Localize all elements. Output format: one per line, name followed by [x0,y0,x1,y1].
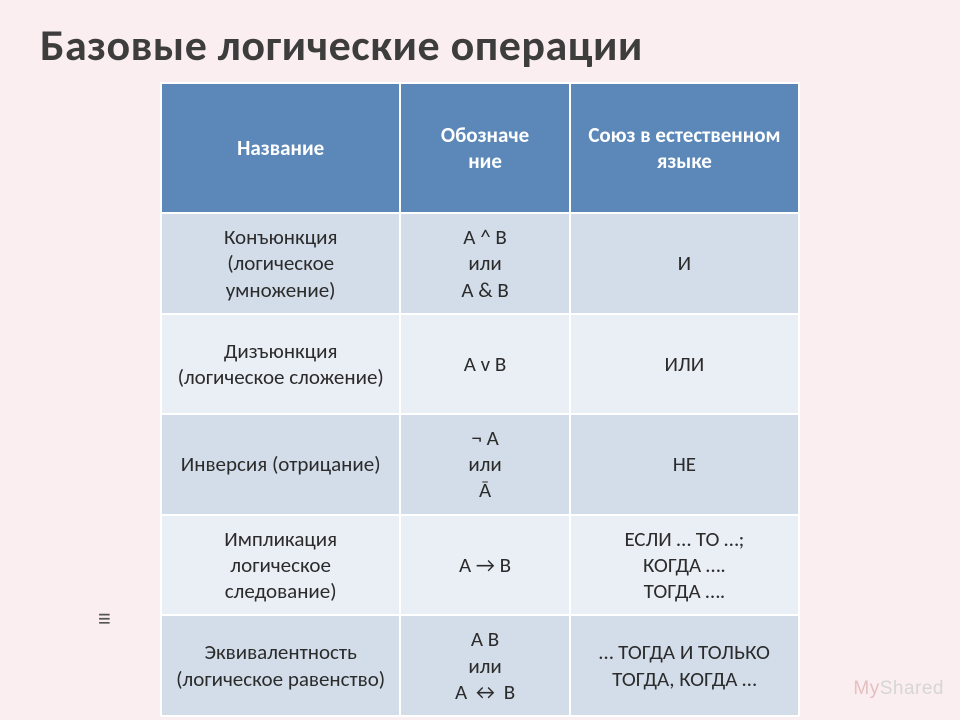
cell-name: Дизъюнкция (логическое сложение) [161,314,400,414]
watermark-suffix: Shared [880,678,944,699]
cell-name: Инверсия (отрицание) [161,414,400,515]
page-title: Базовые логические операции [40,18,920,72]
table-wrap: Название Обозначение Союз в естественном… [40,82,920,717]
cell-symbol: A → B [400,515,569,616]
cell-name: Эквивалентность (логическое равенство) [161,615,400,716]
cell-lang: НЕ [570,414,799,515]
cell-symbol: A ^ BилиA & B [400,213,569,314]
col-header-name: Название [161,83,400,213]
cell-symbol: ¬ AилиĀ [400,414,569,515]
table-row: Дизъюнкция (логическое сложение) A v B И… [161,314,799,414]
logic-operations-table: Название Обозначение Союз в естественном… [160,82,800,717]
table-row: Эквивалентность (логическое равенство) A… [161,615,799,716]
col-header-lang: Союз в естественном языке [570,83,799,213]
cell-name: Импликация логическое следование) [161,515,400,616]
slide: Базовые логические операции Название Обо… [0,0,960,720]
col-header-symbol: Обозначение [400,83,569,213]
cell-lang: И [570,213,799,314]
cell-lang: ЕСЛИ … ТО …;КОГДА ….ТОГДА …. [570,515,799,616]
table-row: Инверсия (отрицание) ¬ AилиĀ НЕ [161,414,799,515]
cell-name: Конъюнкция (логическое умножение) [161,213,400,314]
table-row: Конъюнкция (логическое умножение) A ^ Bи… [161,213,799,314]
watermark-prefix: My [853,678,879,699]
equiv-glyph: ≡ [98,602,111,634]
cell-symbol: A BилиA ↔ B [400,615,569,716]
cell-lang: ИЛИ [570,314,799,414]
watermark: MyShared [853,678,944,700]
header-row: Название Обозначение Союз в естественном… [161,83,799,213]
cell-symbol: A v B [400,314,569,414]
table-row: Импликация логическое следование) A → B … [161,515,799,616]
cell-lang: … ТОГДА И ТОЛЬКО ТОГДА, КОГДА … [570,615,799,716]
